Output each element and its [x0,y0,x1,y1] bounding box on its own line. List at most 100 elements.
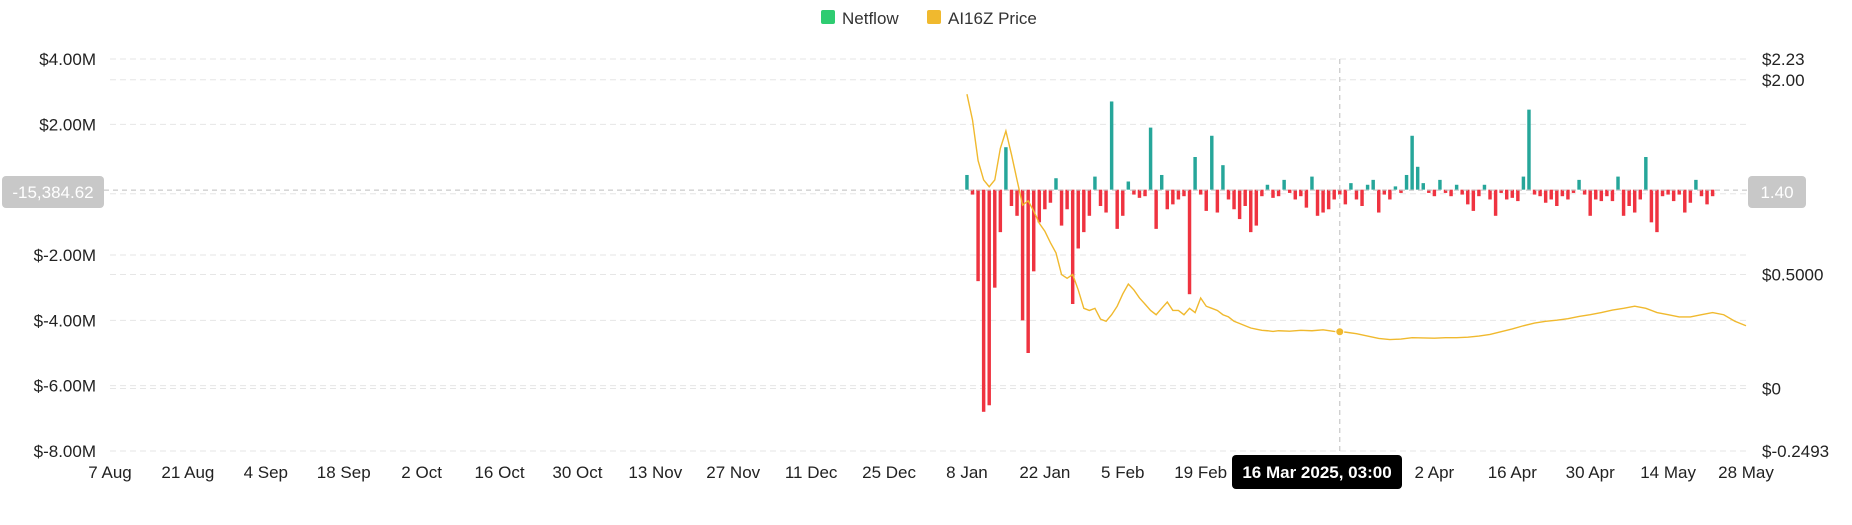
netflow-bar [1315,189,1320,216]
netflow-bar [1699,189,1704,197]
netflow-bar [1493,189,1498,216]
netflow-bar [1232,189,1236,210]
netflow-bar [1354,189,1359,200]
netflow-bar [1655,189,1659,233]
netflow-bar [1332,189,1336,200]
crosshair-date-label: 16 Mar 2025, 03:00 [1242,463,1391,482]
legend: Netflow AI16Z Price [821,9,1037,28]
netflow-bar [970,189,975,195]
netflow-bar [1454,184,1459,190]
netflow-bar [1671,189,1676,202]
netflow-bar [1382,189,1387,195]
netflow-bar [1271,189,1275,198]
netflow-bar [1388,189,1392,200]
netflow-bar [981,189,986,412]
x-tick-label: 4 Sep [244,463,288,482]
crosshair-left-value: -15,384.62 [12,183,93,202]
x-tick-label: 7 Aug [88,463,132,482]
legend-item-netflow[interactable]: Netflow [821,9,899,28]
x-tick-label: 27 Nov [706,463,760,482]
left-tick-label: $-8.00M [34,442,96,461]
netflow-bar [1321,189,1325,213]
netflow-bar [1649,189,1654,223]
netflow-bar [1415,166,1420,190]
netflow-bar [965,174,969,190]
netflow-bar [1621,189,1626,216]
netflow-bar [1187,189,1192,295]
netflow-bar [1705,189,1709,205]
x-tick-label: 16 Oct [474,463,524,482]
netflow-bar [1610,189,1615,202]
netflow-bar [1627,189,1631,206]
crosshair-date-tooltip: 16 Mar 2025, 03:00 [1232,455,1402,489]
x-tick-label: 11 Dec [785,463,838,482]
netflow-bar [1093,176,1097,190]
netflow-bar [1449,189,1453,197]
netflow-bar [1087,189,1092,216]
x-tick-label: 30 Oct [552,463,602,482]
right-tick-label: $2.23 [1762,50,1805,69]
netflow-bar [1221,165,1225,190]
netflow-bar [1377,189,1381,213]
netflow-bar [1154,189,1158,229]
netflow-bar [1582,189,1587,195]
netflow-bar [1054,178,1058,190]
netflow-bar [1026,189,1030,353]
netflow-bar [1638,189,1642,200]
netflow-bar [1516,189,1520,202]
netflow-bar [1132,189,1136,195]
gridlines [110,58,1746,452]
netflow-bar [1688,189,1693,203]
netflow-bar [993,189,997,288]
netflow-bar [1605,189,1609,197]
netflow-bar [1371,179,1375,190]
netflow-bar [1032,189,1036,272]
netflow-bar [1148,127,1153,190]
netflow-bar [1048,189,1053,203]
netflow-bar [1632,189,1637,213]
netflow-bar [987,189,991,406]
netflow-bar [1115,189,1119,229]
x-tick-label: 25 Dec [862,463,916,482]
netflow-bar [1499,189,1503,193]
netflow-bar [1560,189,1565,197]
netflow-bar [1210,135,1214,190]
netflow-bar [1421,183,1425,190]
netflow-bar [1171,189,1175,205]
netflow-bar [1304,189,1309,208]
x-tick-label: 2 Apr [1415,463,1455,482]
netflow-bar [1070,189,1075,304]
price-line [966,94,1747,341]
netflow-bar [1009,189,1014,206]
netflow-bar [1399,189,1403,193]
x-tick-label: 16 Apr [1488,463,1537,482]
netflow-bar [1644,157,1648,190]
netflow-bar [1065,189,1069,210]
netflow-bar [1020,189,1025,321]
x-tick-label: 18 Sep [317,463,371,482]
netflow-bar [1438,179,1442,190]
netflow-bar [1460,189,1464,195]
netflow-bar [1104,189,1108,213]
left-tick-label: $-4.00M [34,311,96,330]
netflow-bar [1126,181,1131,190]
netflow-bars [965,101,1715,412]
legend-item-price[interactable]: AI16Z Price [927,9,1037,28]
netflow-bar [1121,189,1125,216]
netflow-bar [1683,189,1687,213]
netflow-bar [1555,189,1559,206]
left-axis-ticks: $4.00M $2.00M $-2.00M $-4.00M $-6.00M $-8.00M [34,50,96,461]
netflow-bar [1037,189,1042,223]
netflow-bar [1677,189,1681,195]
netflow-bar [1432,189,1437,197]
netflow-bar [1254,189,1259,226]
netflow-bar [1204,189,1208,211]
x-tick-label: 8 Jan [946,463,988,482]
x-tick-label: 22 Jan [1019,463,1070,482]
netflow-bar [1043,189,1047,210]
netflow-bar [1326,189,1331,210]
x-tick-label: 2 Oct [401,463,442,482]
netflow-bar [1165,189,1169,210]
x-tick-label: 5 Feb [1101,463,1144,482]
